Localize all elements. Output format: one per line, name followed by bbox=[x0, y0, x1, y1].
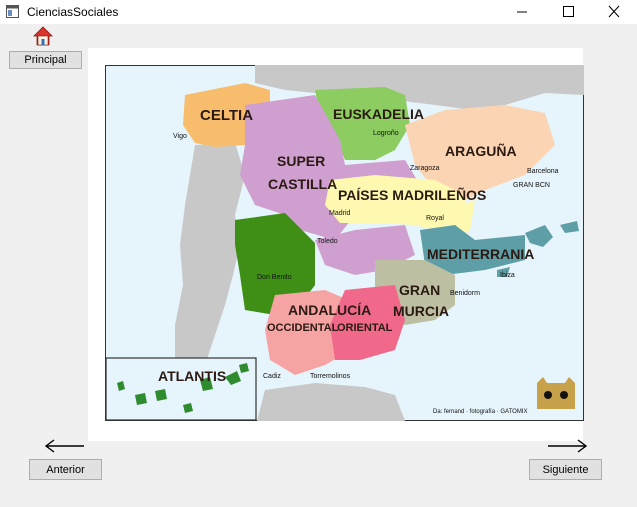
anterior-button[interactable]: Anterior bbox=[29, 459, 102, 480]
city-benidorm: Benidorm bbox=[450, 290, 480, 297]
window-title: CienciasSociales bbox=[27, 5, 119, 19]
city-cadiz: Cadiz bbox=[263, 373, 281, 380]
city-logrono: Logroño bbox=[373, 130, 399, 137]
arrow-left-icon[interactable] bbox=[42, 438, 88, 454]
region-mediterrania bbox=[420, 225, 525, 275]
arrow-right-icon[interactable] bbox=[544, 438, 590, 454]
city-madrid: Madrid bbox=[329, 210, 351, 217]
city-granbcn: GRAN BCN bbox=[513, 182, 550, 189]
label-occidental: OCCIDENTAL bbox=[267, 322, 339, 334]
minimize-icon bbox=[517, 11, 527, 13]
city-donbenito: Don Benito bbox=[257, 274, 292, 281]
city-royal: Royal bbox=[426, 215, 444, 222]
label-gran: GRAN bbox=[399, 282, 440, 298]
app-window-icon bbox=[6, 5, 19, 18]
label-euskadelia: EUSKADELIA bbox=[333, 106, 424, 122]
label-andalucia: ANDALUCÍA bbox=[288, 302, 371, 318]
close-icon bbox=[608, 5, 620, 18]
region-andalucia-oriental bbox=[330, 285, 405, 360]
maximize-icon bbox=[563, 6, 574, 17]
city-torremolinos: Torremolinos bbox=[310, 373, 351, 380]
cat-logo-icon bbox=[537, 377, 575, 409]
region-extremadura bbox=[235, 213, 315, 315]
city-barcelona: Barcelona bbox=[527, 168, 559, 175]
spain-regions-map: CELTIA EUSKADELIA SUPER CASTILLA ARAGUÑA… bbox=[105, 65, 584, 421]
label-aragua: ARAGUÑA bbox=[445, 142, 517, 159]
maximize-button[interactable] bbox=[545, 0, 591, 24]
home-icon[interactable] bbox=[33, 26, 53, 46]
siguiente-button[interactable]: Siguiente bbox=[529, 459, 602, 480]
city-ibiza: Ibiza bbox=[500, 272, 515, 279]
city-vigo: Vigo bbox=[173, 133, 187, 140]
region-aragua bbox=[405, 105, 555, 205]
label-paises-madrilenos: PAÍSES MADRILEÑOS bbox=[338, 186, 486, 203]
minimize-button[interactable] bbox=[499, 0, 545, 24]
close-button[interactable] bbox=[591, 0, 637, 24]
region-paises-madrilenos bbox=[325, 175, 465, 230]
map-credit: Da: fernand · fotografía · GATOMIX bbox=[433, 409, 527, 415]
city-zaragoza: Zaragoza bbox=[410, 165, 440, 172]
label-murcia: MURCIA bbox=[393, 303, 449, 319]
label-oriental: ORIENTAL bbox=[337, 322, 393, 334]
label-celtia: CELTIA bbox=[200, 107, 253, 124]
label-castilla: CASTILLA bbox=[268, 176, 337, 192]
label-super: SUPER bbox=[277, 153, 325, 169]
atlantis-inset bbox=[105, 357, 257, 421]
city-toledo: Toledo bbox=[317, 238, 338, 245]
label-mediterrania: MEDITERRANIA bbox=[427, 246, 534, 262]
principal-button[interactable]: Principal bbox=[9, 51, 82, 69]
label-atlantis: ATLANTIS bbox=[158, 368, 226, 384]
title-bar: CienciasSociales bbox=[0, 0, 637, 24]
